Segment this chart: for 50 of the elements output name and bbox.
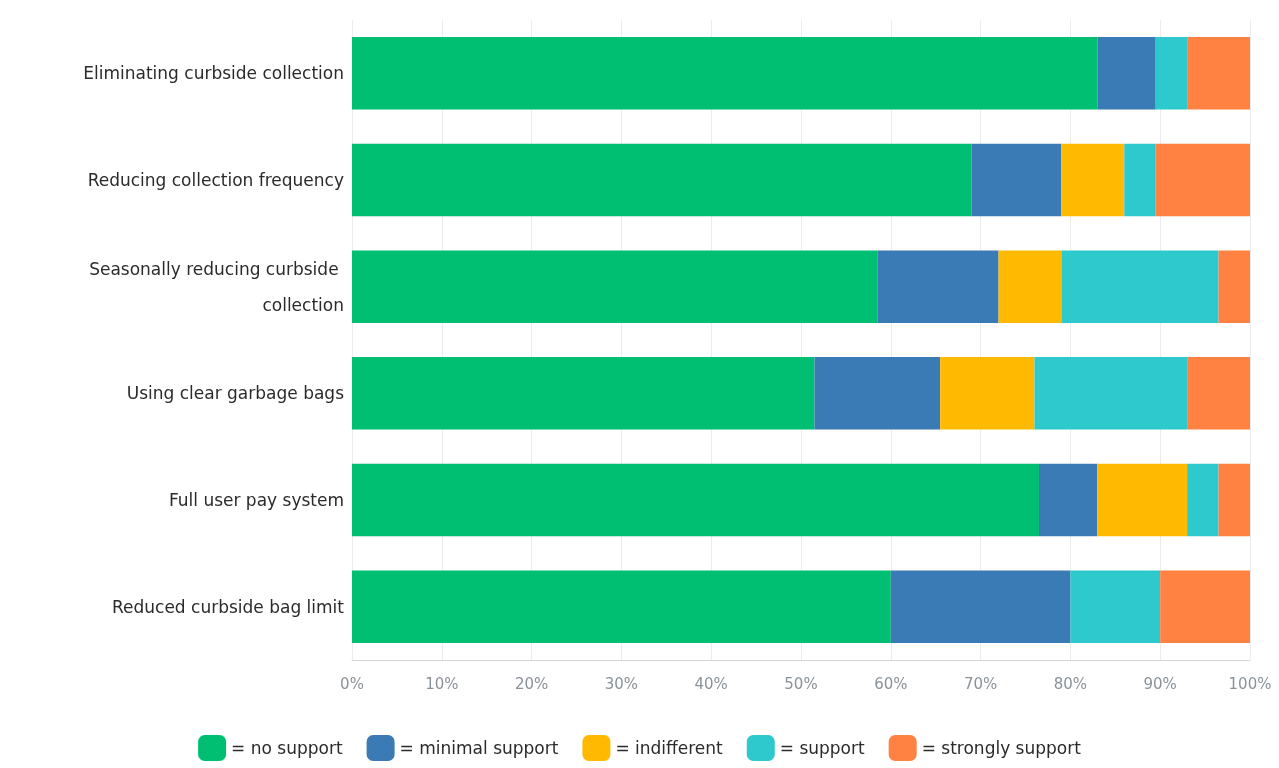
x-tick-label: 10% xyxy=(425,674,459,693)
x-tick-label: 80% xyxy=(1053,674,1088,693)
x-tick-label: 90% xyxy=(1143,674,1177,693)
y-tick-label: Using clear garbage bags xyxy=(126,383,345,404)
bar xyxy=(814,357,941,430)
bar xyxy=(1097,37,1156,110)
bar xyxy=(971,143,1062,217)
x-tick-label: 60% xyxy=(874,674,908,693)
y-tick-label: Seasonally reducing curbside collection xyxy=(89,258,344,315)
bar xyxy=(890,570,1071,643)
bar xyxy=(1155,143,1250,217)
bar xyxy=(998,250,1062,323)
bar xyxy=(1187,357,1250,430)
legend-label: = minimal support xyxy=(399,738,559,758)
bar xyxy=(352,570,891,643)
x-tick-label: 40% xyxy=(694,674,728,693)
bar xyxy=(877,250,999,323)
legend-label: = support xyxy=(779,738,866,758)
bar xyxy=(1038,463,1098,537)
y-tick-label: Full user pay system xyxy=(168,490,344,510)
y-tick-label: Reducing collection frequency xyxy=(87,170,344,190)
bar xyxy=(352,250,878,323)
bar xyxy=(352,357,815,430)
x-tick-label: 0% xyxy=(340,674,364,693)
legend-label: = indifferent xyxy=(615,738,724,758)
bar xyxy=(940,357,1035,430)
bar xyxy=(1187,37,1250,110)
legend-label: = no support xyxy=(231,738,343,758)
bar xyxy=(1097,463,1188,537)
bar xyxy=(1218,463,1250,537)
bar xyxy=(1160,570,1250,643)
bar xyxy=(1124,143,1156,217)
bar xyxy=(352,463,1039,537)
x-tick-label: 20% xyxy=(514,674,549,693)
y-tick-label: Eliminating curbside collection xyxy=(83,63,344,84)
bar xyxy=(1218,250,1250,323)
y-tick-label: Reduced curbside bag limit xyxy=(111,596,345,617)
bar xyxy=(1061,250,1219,323)
bar xyxy=(1155,37,1188,110)
x-tick-label: 100% xyxy=(1228,674,1272,693)
bar xyxy=(352,37,1098,110)
bar xyxy=(352,143,972,217)
bar xyxy=(1034,357,1188,430)
bar xyxy=(1070,570,1161,643)
bar xyxy=(1187,463,1219,537)
bar xyxy=(1061,143,1125,217)
x-tick-label: 50% xyxy=(784,674,818,693)
legend-label: = strongly support xyxy=(921,738,1082,758)
x-tick-label: 30% xyxy=(604,674,639,693)
x-tick-label: 70% xyxy=(963,674,998,693)
